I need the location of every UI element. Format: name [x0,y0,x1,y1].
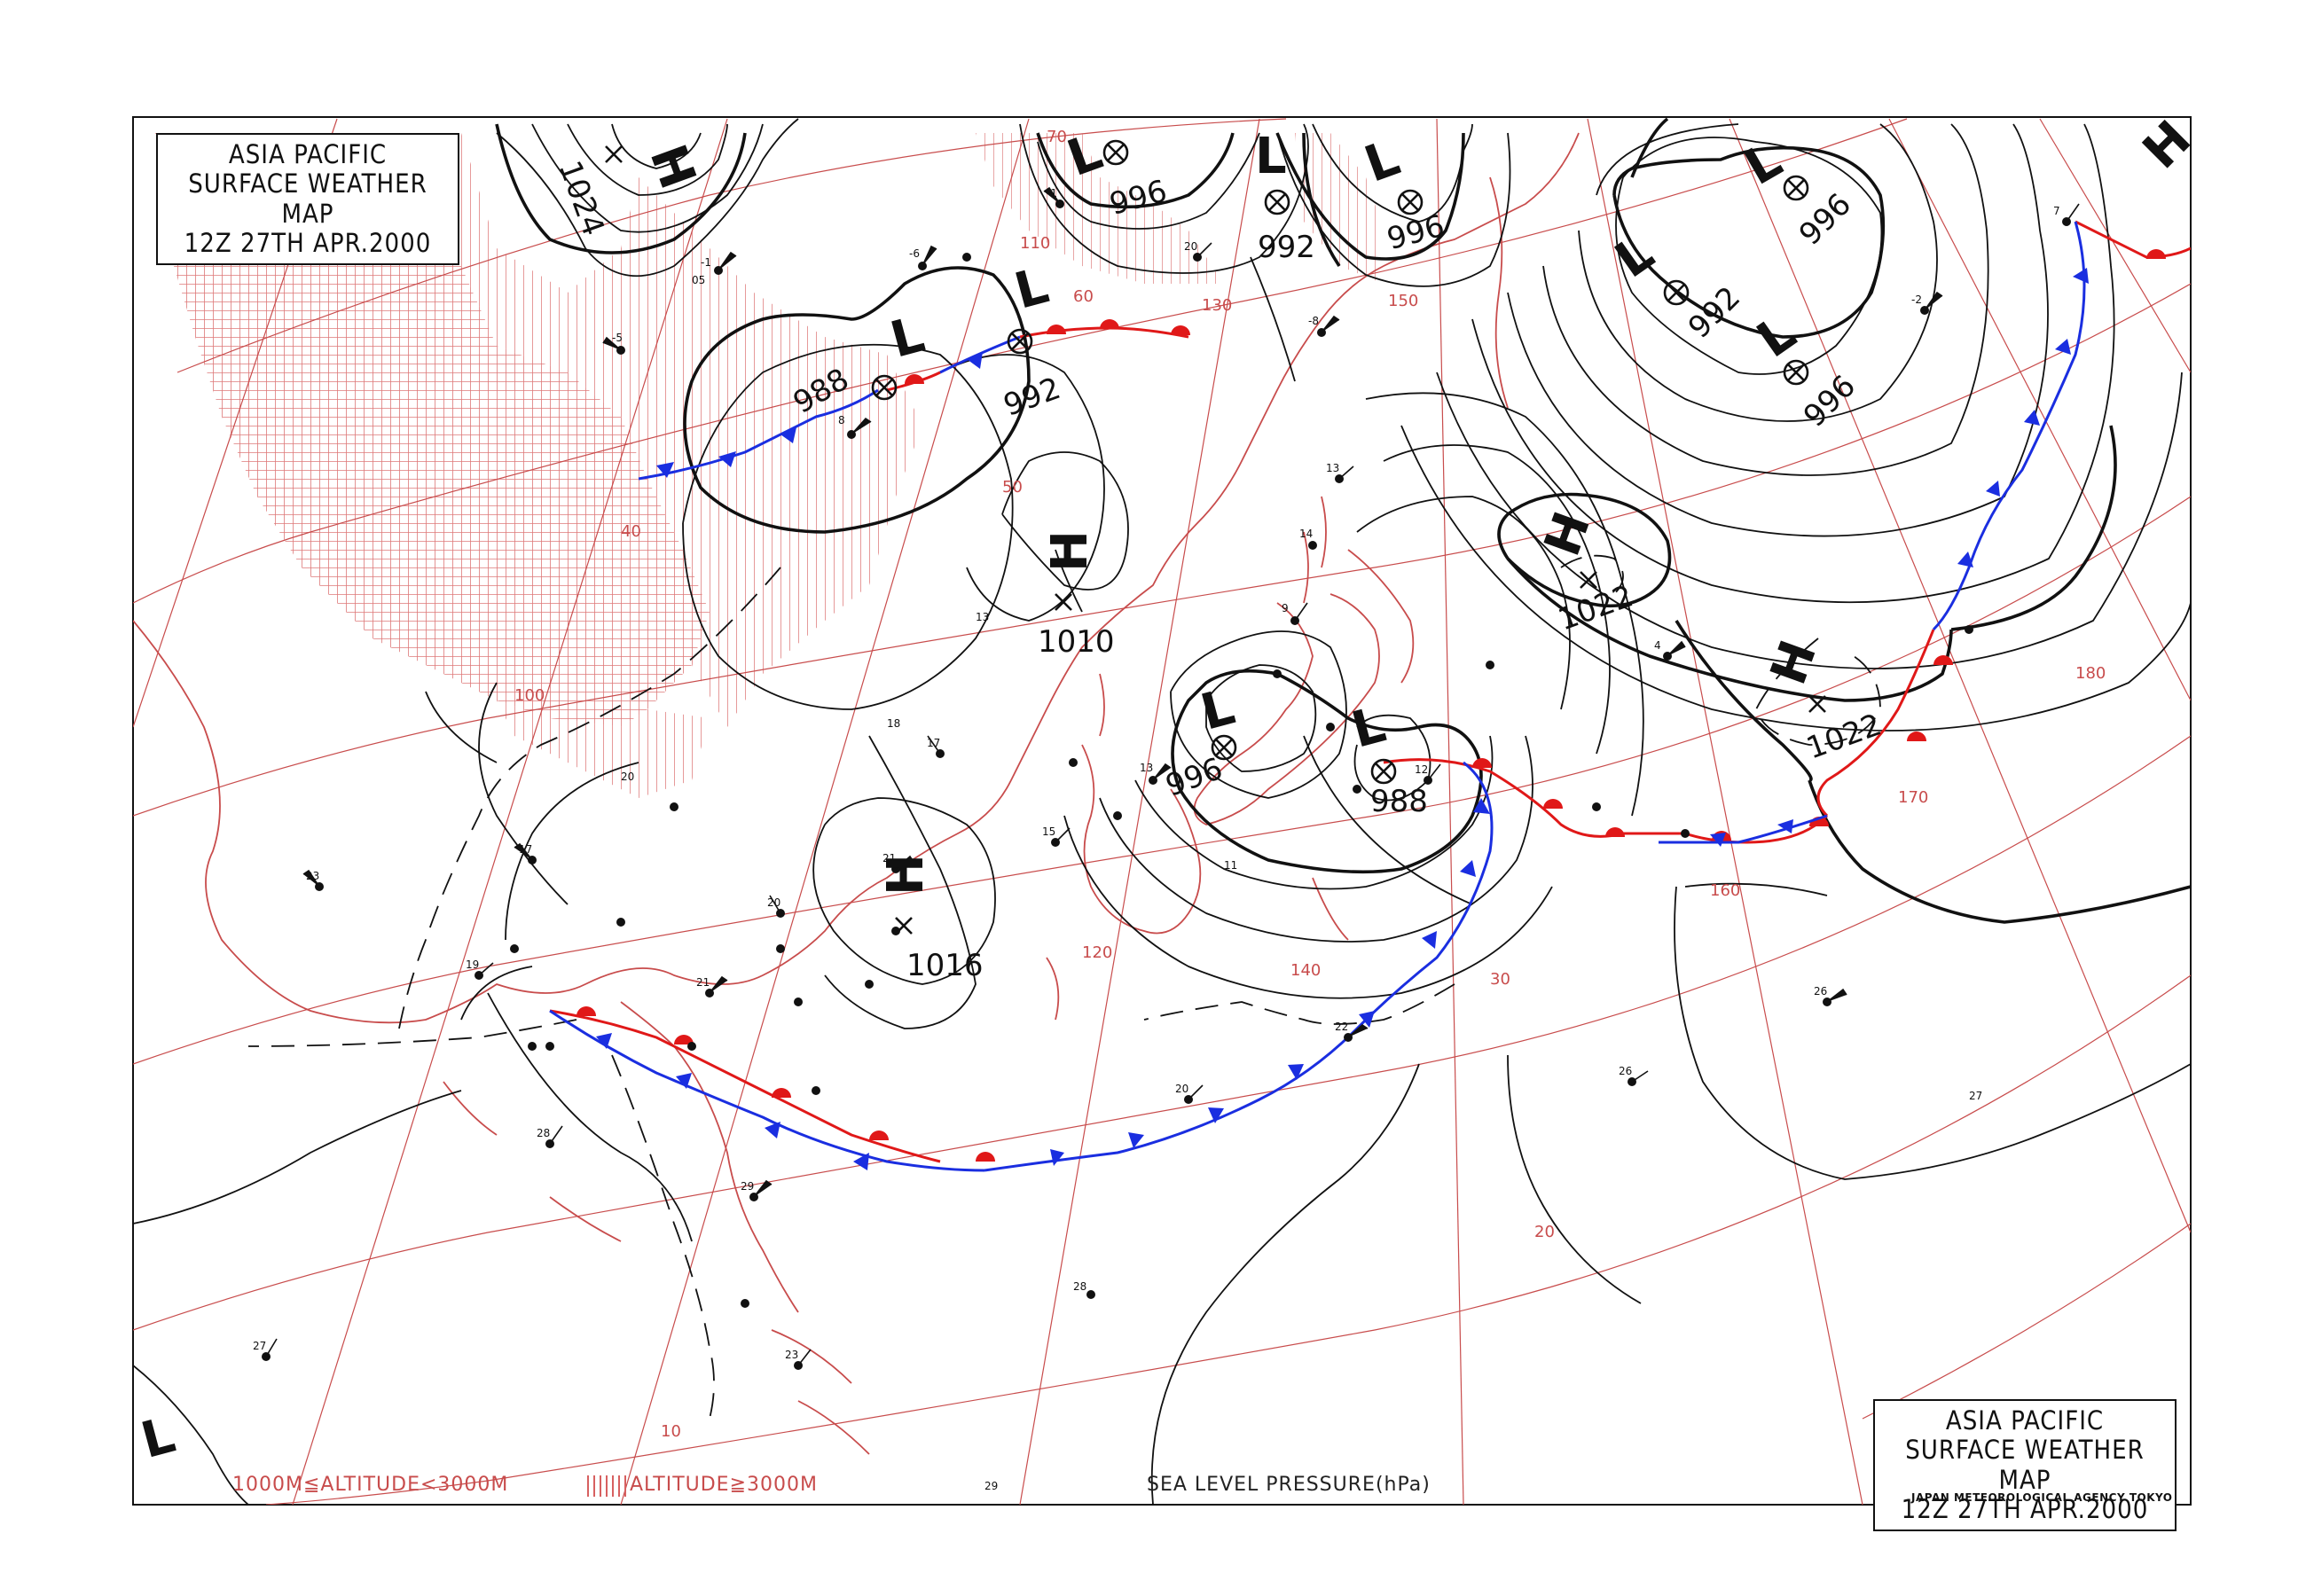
svg-text:27: 27 [1969,1090,1982,1102]
title-valid-time: 12Z 27TH APR.2000 [184,228,432,259]
svg-text:170: 170 [1898,788,1928,807]
high-center-cross [605,145,1826,935]
hatch-east [1295,133,1384,284]
svg-text:11: 11 [1224,859,1237,872]
svg-text:150: 150 [1388,292,1418,310]
svg-text:60: 60 [1073,287,1094,306]
svg-text:H: H [1041,530,1099,572]
svg-text:10: 10 [661,1422,681,1441]
title-product: SURFACE WEATHER MAP [1905,1435,2145,1495]
legend-pressure-units: SEA LEVEL PRESSURE(hPa) [1147,1474,1431,1496]
svg-text:100: 100 [514,686,545,705]
hatch-mid-altitude-south [497,700,710,798]
svg-text:-1: -1 [701,256,711,269]
legend-hatch-swatch [587,1475,628,1497]
svg-text:1016: 1016 [906,948,984,983]
svg-text:9: 9 [1282,602,1289,614]
svg-text:50: 50 [1002,478,1023,497]
svg-text:21: 21 [882,852,896,864]
center-H-1016: H 1016 [877,854,984,983]
svg-text:12: 12 [1415,763,1428,776]
svg-text:28: 28 [537,1127,550,1139]
trough-lines [247,554,1881,1420]
svg-text:23: 23 [306,870,319,882]
svg-text:30: 30 [1490,970,1510,989]
svg-text:23: 23 [785,1349,798,1361]
isobars-bold [495,117,2191,924]
svg-text:17: 17 [927,737,940,749]
pressure-center-markers [605,139,1826,935]
svg-text:29: 29 [984,1480,998,1492]
legend-mid-altitude: 1000M≦ALTITUDE<3000M [232,1474,509,1496]
hatch-mongolia [976,133,1224,284]
svg-text:120: 120 [1082,943,1112,962]
svg-text:26: 26 [1619,1065,1632,1077]
station-winds [265,186,2080,1366]
svg-text:20: 20 [767,896,780,909]
svg-text:20: 20 [1175,1083,1188,1095]
svg-text:988: 988 [1370,784,1428,819]
svg-text:7: 7 [2053,205,2060,217]
center-H-1010: H 1010 [1038,530,1115,660]
svg-text:L: L [1255,128,1287,185]
svg-text:110: 110 [1020,234,1050,253]
hatch-high-altitude [155,133,710,727]
isobars [133,118,2191,1505]
center-L-992-a: L 992 [1255,128,1315,265]
map-title-top-left: ASIA PACIFIC SURFACE WEATHER MAP 12Z 27T… [156,133,459,266]
svg-text:130: 130 [1202,296,1232,315]
warm-front-semicircles [576,249,2166,1162]
svg-text:15: 15 [1042,825,1055,838]
cold-front-triangles [596,268,2089,1170]
issuing-agency: JAPAN METEOROLOGICAL AGENCY TOKYO [1911,1491,2173,1504]
svg-text:18: 18 [887,717,900,730]
title-region: ASIA PACIFIC [228,139,388,169]
svg-text:13: 13 [1326,462,1339,474]
svg-text:19: 19 [466,958,479,971]
svg-text:28: 28 [1073,1280,1086,1293]
svg-text:20: 20 [621,771,634,783]
svg-text:180: 180 [2075,664,2106,683]
svg-text:-8: -8 [1308,315,1319,327]
svg-text:13: 13 [1140,762,1153,774]
svg-text:22: 22 [1335,1021,1348,1033]
svg-text:26: 26 [1814,985,1827,998]
svg-text:14: 14 [1299,528,1313,540]
svg-text:20: 20 [1534,1223,1555,1241]
svg-text:992: 992 [1258,230,1315,265]
svg-text:40: 40 [621,522,641,541]
svg-text:27: 27 [253,1340,266,1352]
coastlines [133,132,1580,1455]
svg-text:-6: -6 [909,247,920,260]
svg-text:-5: -5 [612,332,623,344]
svg-text:20: 20 [1184,240,1197,253]
title-valid-time: 12Z 27TH APR.2000 [1901,1494,2149,1525]
low-center-cross [871,139,1809,785]
svg-text:13: 13 [976,611,989,623]
terrain-hatch [155,133,1384,798]
graticule-labels: 70 60 50 40 30 20 10 100 110 120 130 140… [514,128,2106,1441]
hatch-mid-altitude [248,133,922,727]
svg-text:1010: 1010 [1038,624,1115,660]
svg-text:140: 140 [1290,961,1321,980]
map-title-bottom-right: ASIA PACIFIC SURFACE WEATHER MAP 12Z 27T… [1873,1399,2177,1532]
svg-text:H: H [877,854,935,896]
svg-text:4: 4 [1654,639,1661,652]
svg-text:29: 29 [741,1180,754,1193]
svg-text:-2: -2 [1911,293,1922,306]
svg-text:160: 160 [1710,881,1740,900]
title-region: ASIA PACIFIC [1945,1405,2105,1436]
svg-text:8: 8 [838,414,845,426]
svg-text:70: 70 [1047,128,1067,146]
svg-text:21: 21 [696,976,710,989]
svg-text:17: 17 [519,843,532,856]
svg-text:05: 05 [692,274,705,286]
svg-text:-1: -1 [1047,187,1057,200]
title-product: SURFACE WEATHER MAP [188,168,427,229]
legend-high-altitude: ALTITUDE≧3000M [630,1474,818,1496]
